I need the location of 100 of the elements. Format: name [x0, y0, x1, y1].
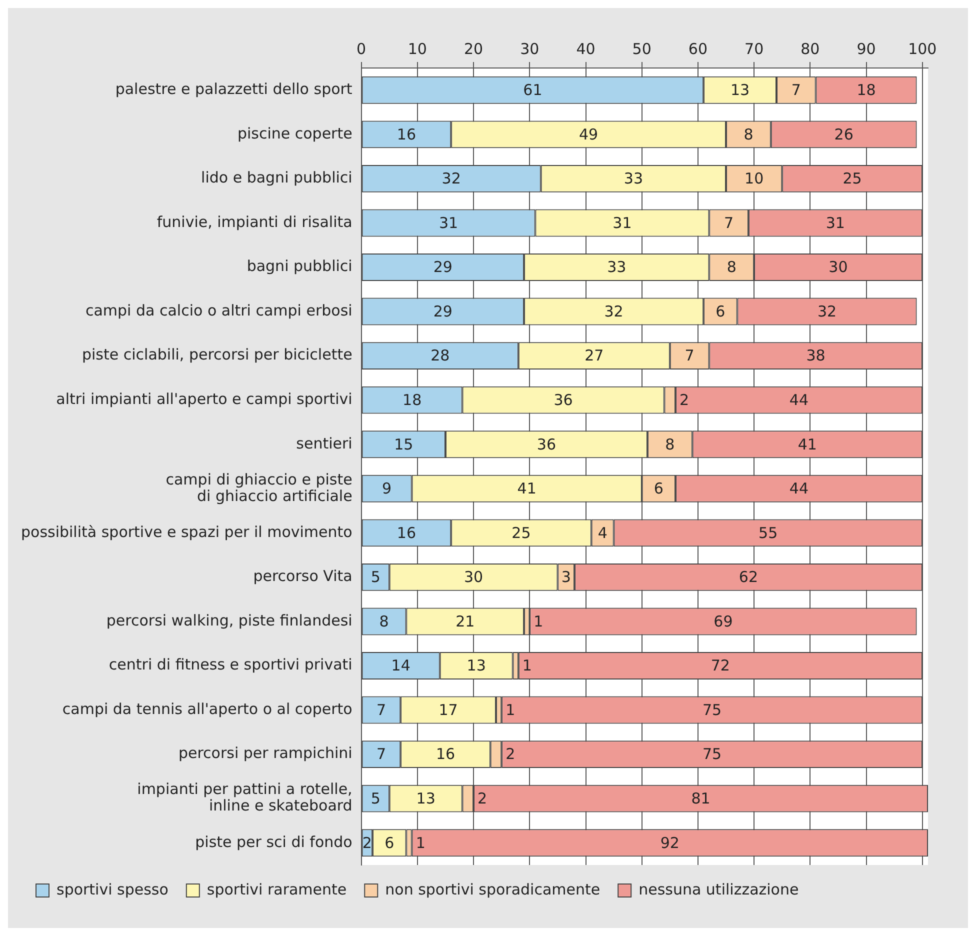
data-label: 2: [680, 390, 690, 409]
x-tick-label: 60: [688, 40, 708, 58]
data-label: 13: [730, 81, 750, 100]
y-tick-label: piste per sci di fondo: [195, 832, 352, 851]
data-label: 55: [758, 524, 778, 542]
data-label: 21: [456, 612, 475, 630]
data-label: 5: [370, 789, 380, 808]
y-tick-label: lido e bagni pubblici: [201, 168, 352, 187]
data-label: 69: [714, 612, 733, 630]
data-label: 8: [665, 435, 675, 454]
data-label: 6: [384, 834, 394, 852]
data-label: 5: [370, 568, 380, 586]
data-label: 44: [789, 480, 808, 498]
data-label: 38: [806, 346, 826, 365]
legend-label: nessuna utilizzazione: [638, 880, 799, 898]
data-label: 81: [691, 789, 710, 808]
data-label: 31: [612, 214, 632, 232]
data-label: 61: [523, 81, 542, 100]
data-label: 27: [584, 346, 604, 365]
y-tick-label: piscine coperte: [237, 124, 352, 142]
legend-label: non sportivi sporadicamente: [385, 880, 600, 898]
y-tick-label: bagni pubblici: [246, 257, 352, 276]
y-tick-label: percorsi walking, piste finlandesi: [106, 611, 352, 630]
data-label: 4: [598, 524, 608, 542]
data-label: 29: [433, 258, 452, 276]
y-tick-label: percorso Vita: [253, 567, 352, 586]
data-label: 32: [442, 170, 461, 188]
y-tick-label: piste ciclabili, percorsi per biciclette: [82, 346, 352, 364]
y-tick-label: percorsi per rampichini: [178, 744, 352, 762]
data-label: 62: [738, 568, 758, 586]
x-tick-label: 0: [356, 40, 366, 58]
data-label: 13: [416, 789, 436, 808]
data-label: 72: [710, 656, 730, 675]
data-label: 6: [654, 480, 664, 498]
y-tick-label: campi da tennis all'aperto o al coperto: [62, 700, 352, 718]
legend-label: sportivi spesso: [56, 880, 168, 898]
y-tick-label: impianti per pattini a rotelle, inline e skateboard: [137, 780, 352, 815]
x-tick-label: 10: [408, 40, 427, 58]
data-label: 44: [789, 390, 808, 409]
y-tick-label: campi di ghiaccio e piste di ghiaccio artificiale: [166, 470, 352, 505]
data-label: 32: [817, 302, 837, 320]
data-label: 75: [702, 745, 722, 764]
data-label: 31: [826, 214, 845, 232]
y-tick-label: palestre e palazzetti dello sport: [115, 80, 352, 98]
data-label: 9: [382, 480, 392, 498]
data-label: 1: [534, 612, 544, 630]
data-label: 14: [391, 656, 410, 675]
data-label: 16: [396, 125, 416, 144]
data-label: 31: [438, 214, 458, 232]
data-label: 18: [402, 390, 422, 409]
data-label: 75: [702, 700, 722, 719]
x-tick-label: 70: [744, 40, 764, 58]
data-label: 16: [436, 745, 456, 764]
x-tick-label: 40: [576, 40, 596, 58]
data-label: 7: [376, 745, 386, 764]
data-label: 36: [554, 390, 573, 409]
data-label: 7: [684, 346, 694, 365]
y-tick-label: funivie, impianti di risalita: [156, 212, 352, 231]
data-label: 8: [379, 612, 389, 630]
data-label: 6: [716, 302, 726, 320]
data-label: 1: [522, 656, 532, 675]
legend-label: sportivi raramente: [206, 880, 347, 898]
x-tick-label: 20: [464, 40, 484, 58]
data-label: 2: [506, 745, 516, 764]
data-label: 8: [726, 258, 736, 276]
data-label: 92: [660, 834, 680, 852]
data-label: 30: [464, 568, 484, 586]
y-tick-label: altri impianti all'aperto e campi sportivi: [56, 390, 352, 408]
data-label: 33: [624, 170, 643, 188]
x-tick-label: 80: [800, 40, 820, 58]
data-label: 3: [561, 568, 571, 586]
data-label: 2: [362, 834, 372, 852]
data-label: 13: [466, 656, 486, 675]
data-label: 1: [506, 700, 516, 719]
x-tick-label: 50: [632, 40, 652, 58]
data-label: 7: [376, 700, 386, 719]
data-label: 16: [396, 524, 416, 542]
data-label: 49: [579, 125, 598, 144]
data-label: 2: [478, 789, 488, 808]
data-label: 7: [791, 81, 801, 100]
x-tick-label: 100: [908, 40, 937, 58]
y-tick-label: campi da calcio o altri campi erbosi: [85, 301, 352, 320]
data-label: 32: [604, 302, 624, 320]
data-label: 18: [856, 81, 876, 100]
data-label: 29: [433, 302, 452, 320]
data-label: 26: [834, 125, 854, 144]
data-label: 8: [744, 125, 754, 144]
data-label: 41: [798, 435, 817, 454]
y-tick-label: centri di fitness e sportivi privati: [108, 656, 352, 674]
data-label: 10: [744, 170, 764, 188]
data-label: 1: [416, 834, 426, 852]
data-label: 30: [828, 258, 848, 276]
data-label: 41: [517, 480, 536, 498]
data-label: 7: [724, 214, 734, 232]
data-label: 33: [607, 258, 626, 276]
x-tick-label: 30: [520, 40, 540, 58]
data-label: 28: [430, 346, 450, 365]
data-label: 25: [512, 524, 531, 542]
data-label: 17: [438, 700, 458, 719]
data-label: 36: [536, 435, 556, 454]
